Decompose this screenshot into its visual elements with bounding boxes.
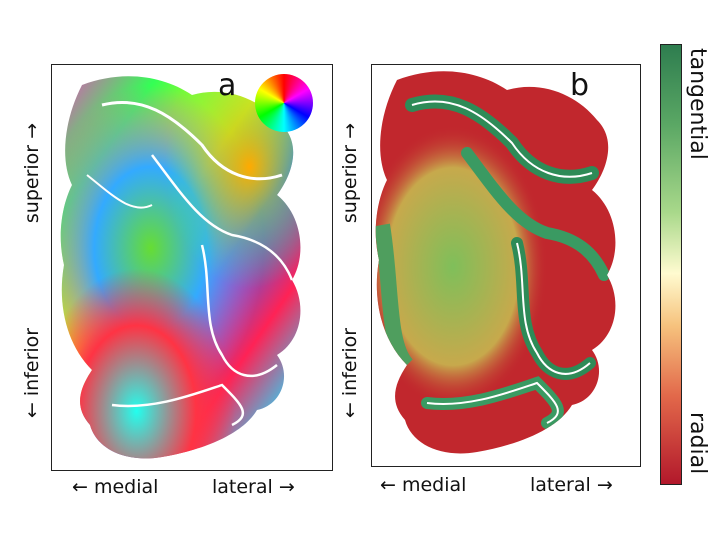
inferior-label-b: ← inferior — [339, 327, 361, 419]
panel-a-image — [60, 76, 301, 459]
superior-label-b: superior → — [339, 122, 361, 224]
colorbar — [660, 44, 682, 485]
lateral-label-a: lateral → — [212, 476, 295, 498]
medial-label-a: ← medial — [72, 476, 159, 498]
lateral-label-b: lateral → — [530, 474, 613, 496]
panel-a-frame: a — [51, 64, 333, 471]
panel-b-image — [375, 71, 616, 454]
panel-a-letter: a — [218, 68, 237, 103]
color-wheel — [255, 74, 313, 132]
inferior-label-a: ← inferior — [21, 327, 43, 419]
medial-label-b: ← medial — [380, 474, 467, 496]
colorbar-top-label: tangential — [685, 48, 710, 160]
colorbar-bottom-label: radial — [685, 412, 710, 475]
panel-b-frame: b — [371, 64, 641, 467]
panel-b-letter: b — [570, 68, 590, 103]
superior-label-a: superior → — [21, 122, 43, 224]
